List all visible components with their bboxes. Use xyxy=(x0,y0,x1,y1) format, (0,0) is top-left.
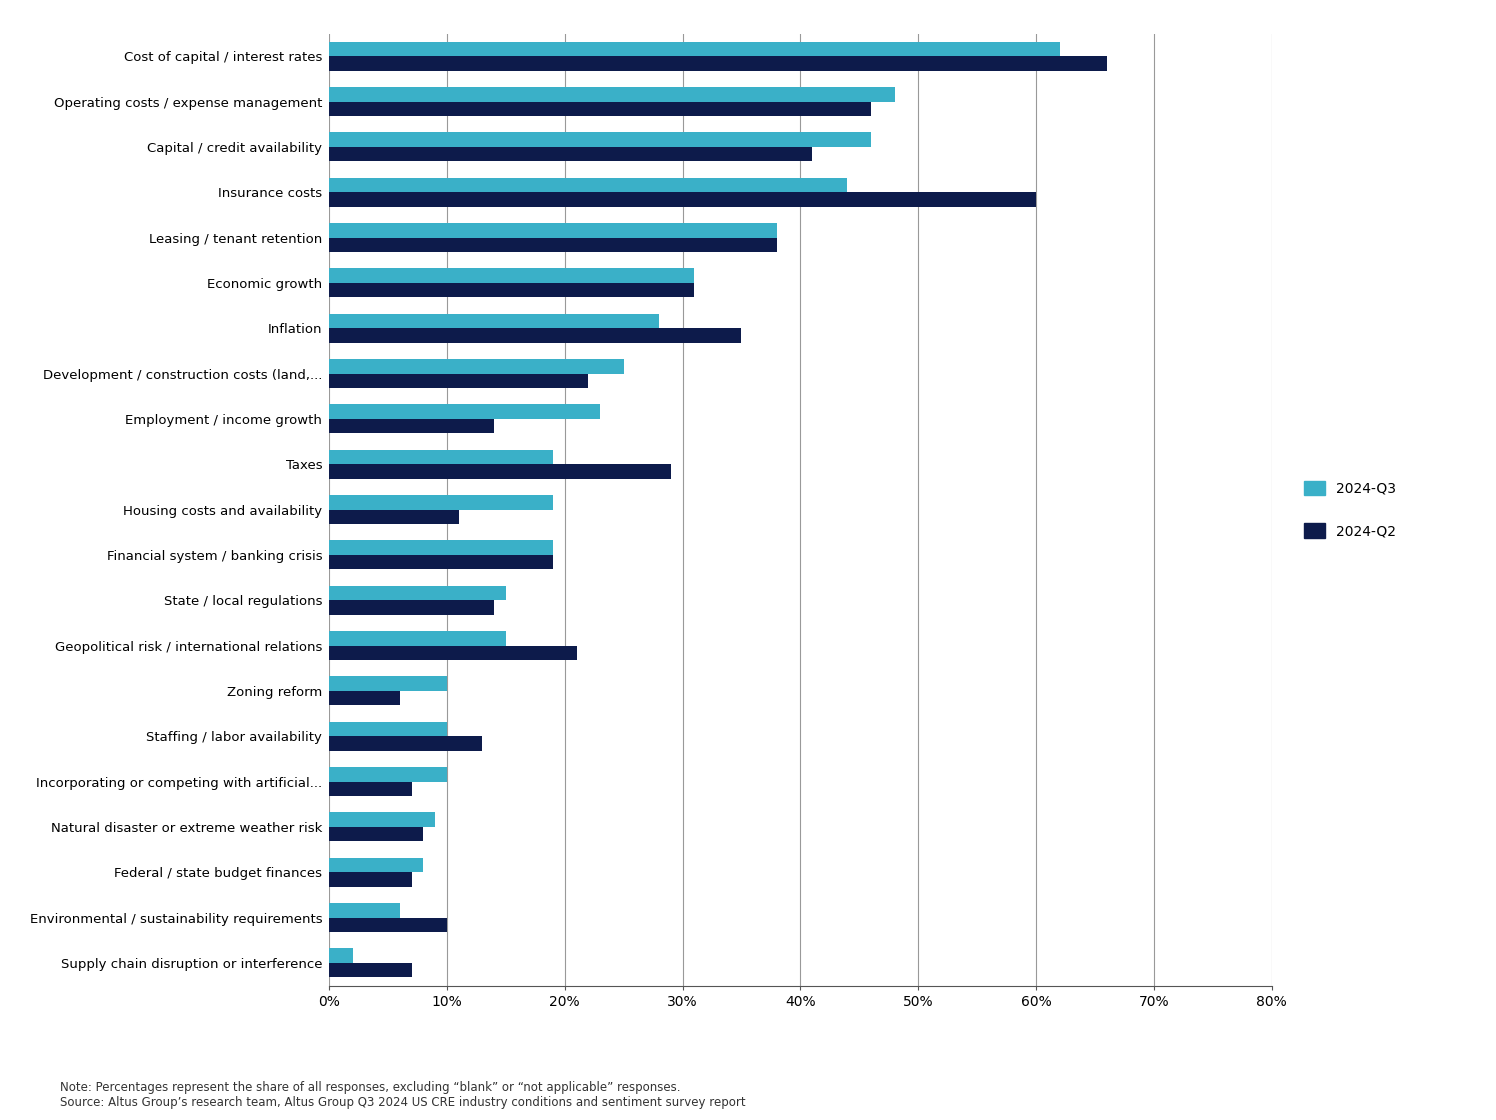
Bar xyxy=(329,872,411,887)
Bar xyxy=(329,691,399,706)
Bar xyxy=(329,193,1035,207)
Bar xyxy=(329,269,694,283)
Bar xyxy=(329,645,576,660)
Bar xyxy=(329,178,847,193)
Bar xyxy=(329,812,435,827)
Bar xyxy=(329,782,411,796)
Bar xyxy=(329,404,600,419)
Bar xyxy=(329,827,423,841)
Text: Note: Percentages represent the share of all responses, excluding “blank” or “no: Note: Percentages represent the share of… xyxy=(60,1081,745,1109)
Bar xyxy=(329,102,871,116)
Bar xyxy=(329,721,447,736)
Bar xyxy=(329,858,423,872)
Bar xyxy=(329,600,494,615)
Legend: 2024-Q3, 2024-Q2: 2024-Q3, 2024-Q2 xyxy=(1297,474,1403,545)
Bar xyxy=(329,586,506,600)
Bar xyxy=(329,283,694,298)
Bar xyxy=(329,465,670,478)
Bar xyxy=(329,903,399,917)
Bar xyxy=(329,510,459,524)
Bar xyxy=(329,223,776,237)
Bar xyxy=(329,237,776,252)
Bar xyxy=(329,676,447,691)
Bar xyxy=(329,374,588,389)
Bar xyxy=(329,541,554,554)
Bar xyxy=(329,419,494,433)
Bar xyxy=(329,132,871,147)
Bar xyxy=(329,495,554,510)
Bar xyxy=(329,360,624,374)
Bar xyxy=(329,963,411,978)
Bar xyxy=(329,147,812,161)
Bar xyxy=(329,56,1107,71)
Bar xyxy=(329,736,482,750)
Bar xyxy=(329,87,895,102)
Bar xyxy=(329,41,1059,56)
Bar xyxy=(329,328,742,343)
Bar xyxy=(329,631,506,645)
Bar xyxy=(329,767,447,782)
Bar xyxy=(329,450,554,465)
Bar xyxy=(329,917,447,932)
Bar xyxy=(329,314,658,328)
Bar xyxy=(329,949,353,963)
Bar xyxy=(329,554,554,569)
